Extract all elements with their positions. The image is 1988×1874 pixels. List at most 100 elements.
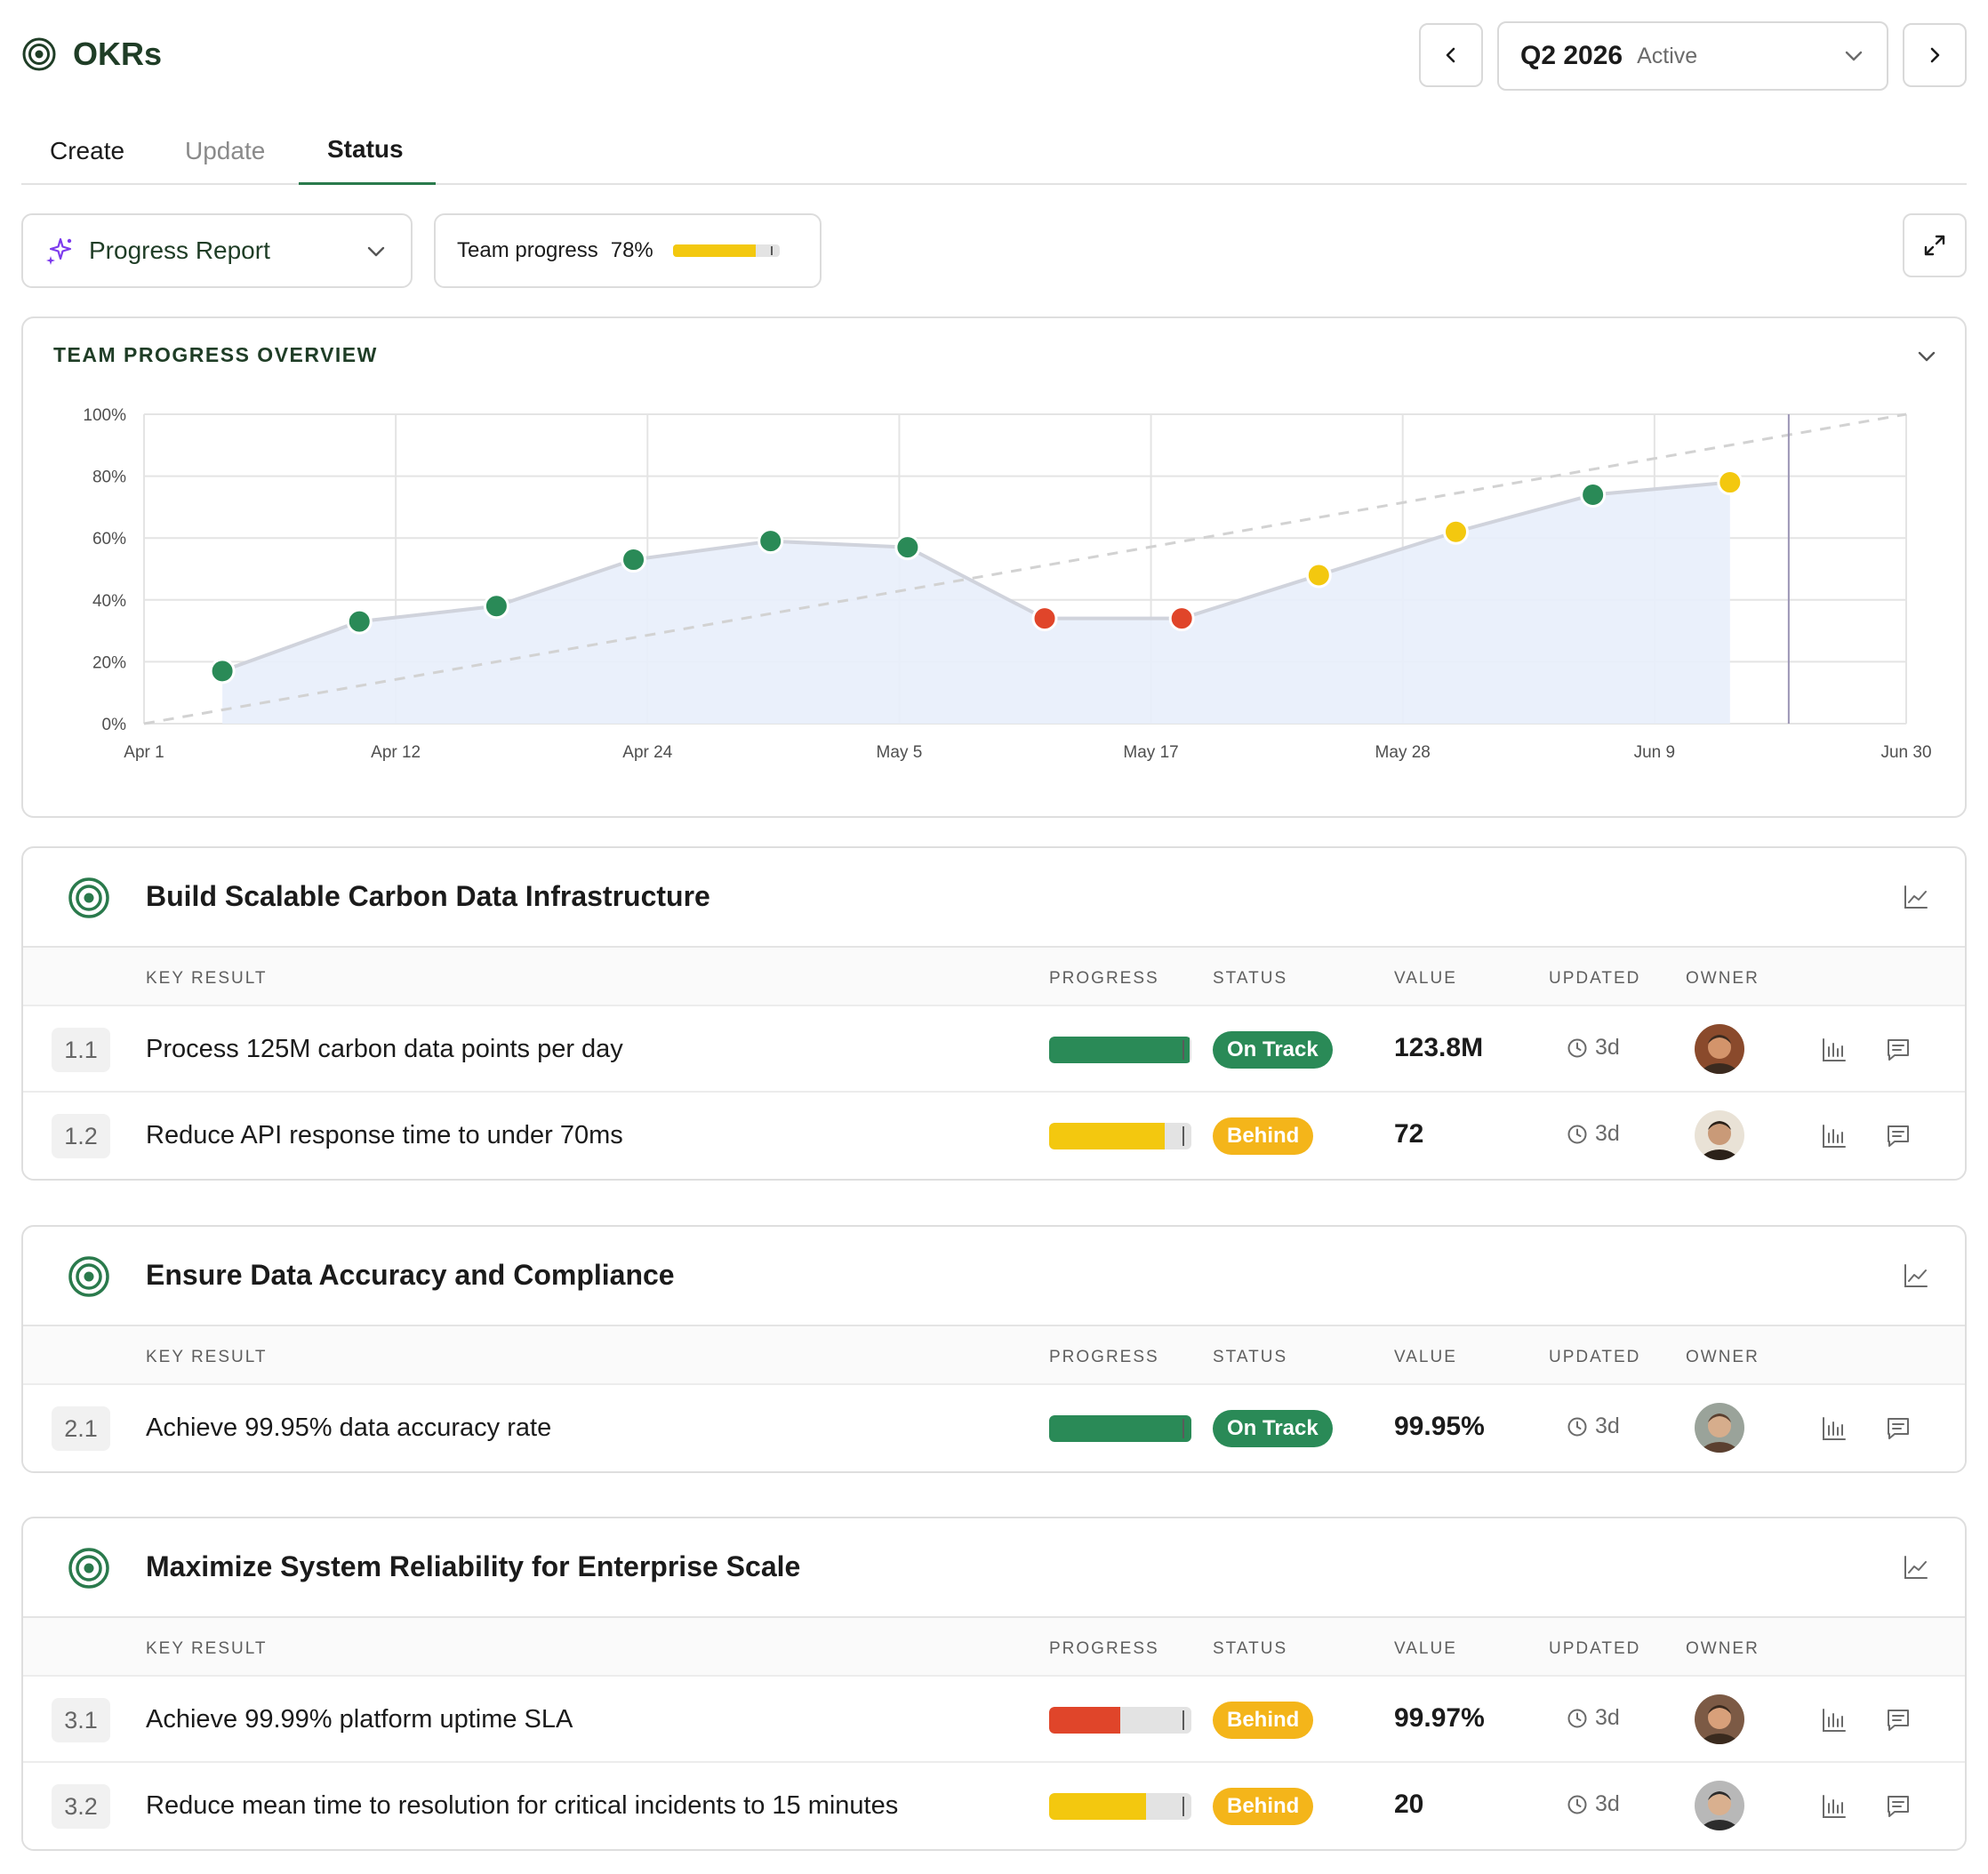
comment-icon[interactable]: [1885, 1415, 1912, 1442]
target-icon: [68, 1256, 109, 1297]
tab-create[interactable]: Create: [50, 137, 125, 164]
key-result-label[interactable]: Process 125M carbon data points per day: [146, 1035, 623, 1063]
key-result-label[interactable]: Reduce API response time to under 70ms: [146, 1121, 623, 1149]
team-progress-value: 78%: [610, 238, 653, 262]
key-result-label[interactable]: Reduce mean time to resolution for criti…: [146, 1791, 899, 1820]
owner-avatar[interactable]: [1695, 1694, 1744, 1744]
status-badge: Behind: [1213, 1702, 1314, 1739]
bar-chart-icon[interactable]: [1821, 1123, 1848, 1149]
owner-avatar[interactable]: [1695, 1403, 1744, 1453]
comment-icon[interactable]: [1885, 1123, 1912, 1149]
objective-title: Build Scalable Carbon Data Infrastructur…: [146, 880, 710, 912]
column-header-progress: PROGRESS: [1049, 1348, 1159, 1366]
owner-avatar[interactable]: [1695, 1110, 1744, 1160]
previous-period-button[interactable]: [1419, 23, 1483, 87]
report-type-select[interactable]: Progress Report: [21, 213, 413, 288]
line-chart-icon[interactable]: [1903, 884, 1929, 910]
next-period-button[interactable]: [1903, 23, 1967, 87]
period-select[interactable]: Q2 2026 Active: [1497, 21, 1888, 91]
target-icon: [22, 37, 56, 71]
expand-button[interactable]: [1903, 213, 1967, 277]
key-result-progress-fill: [1049, 1123, 1165, 1149]
chevron-right-icon: [1930, 47, 1940, 63]
column-header-key-result: KEY RESULT: [146, 1639, 268, 1658]
chevron-left-icon: [1446, 47, 1455, 63]
team-progress-overview-card: 0% 20% 40% 60% 80% 100% Apr 1 Apr 12 Apr 24 May 5…: [21, 316, 1967, 818]
column-header-updated: UPDATED: [1549, 1348, 1641, 1366]
key-result-progress-bar: [1049, 1707, 1191, 1734]
x-tick-label: May 5: [877, 743, 923, 762]
key-result-updated: 3d: [1567, 1414, 1620, 1439]
y-tick-label: 80%: [92, 468, 126, 487]
target-icon: [68, 1548, 109, 1589]
objective-card: Maximize System Reliability for Enterpri…: [21, 1517, 1967, 1851]
key-result-number: 3.2: [52, 1784, 110, 1829]
top-bar: OKRs Q2 2026 Active: [21, 21, 1967, 92]
column-header-key-result: KEY RESULT: [146, 969, 268, 988]
key-result-progress-fill: [1049, 1415, 1191, 1442]
key-result-row[interactable]: 3.1 Achieve 99.99% platform uptime SLA Beh…: [23, 1677, 1965, 1763]
objective-card: Build Scalable Carbon Data Infrastructur…: [21, 846, 1967, 1181]
bar-chart-icon[interactable]: [1821, 1415, 1848, 1442]
comment-icon[interactable]: [1885, 1793, 1912, 1820]
key-result-value: 20: [1394, 1790, 1424, 1819]
bar-chart-icon[interactable]: [1821, 1793, 1848, 1820]
x-tick-label: Apr 12: [371, 743, 421, 762]
key-result-value: 99.95%: [1394, 1412, 1485, 1441]
owner-avatar[interactable]: [1695, 1024, 1744, 1074]
key-result-label[interactable]: Achieve 99.95% data accuracy rate: [146, 1414, 552, 1442]
owner-avatar-image: [1695, 1694, 1744, 1744]
key-result-progress-bar: [1049, 1415, 1191, 1442]
x-tick-label: Apr 1: [124, 743, 164, 762]
progress-line: [221, 480, 1730, 673]
key-result-row[interactable]: 2.1 Achieve 99.95% data accuracy rate On T…: [23, 1385, 1965, 1471]
column-header-owner: OWNER: [1686, 1639, 1760, 1658]
bar-chart-icon[interactable]: [1821, 1037, 1848, 1063]
x-tick-label: Jun 30: [1880, 743, 1931, 762]
chart-title: TEAM PROGRESS OVERVIEW: [53, 343, 378, 366]
x-tick-label: May 17: [1123, 743, 1178, 762]
sparkles-icon: [46, 237, 72, 265]
clock-icon: [1567, 1417, 1587, 1436]
team-progress-target-tick: [770, 246, 773, 255]
clock-icon: [1567, 1709, 1587, 1727]
team-progress-bar-fill: [672, 244, 757, 257]
key-results-header: KEY RESULT PROGRESS STATUS VALUE UPDATED OWNE…: [23, 1326, 1965, 1385]
updated-age: 3d: [1595, 1791, 1620, 1816]
team-progress-chip: Team progress 78%: [434, 213, 822, 288]
clock-icon: [1567, 1038, 1587, 1057]
report-type-label: Progress Report: [89, 236, 270, 264]
bar-chart-icon[interactable]: [1821, 1707, 1848, 1734]
objective-header: Build Scalable Carbon Data Infrastructur…: [23, 848, 1965, 948]
key-result-row[interactable]: 3.2 Reduce mean time to resolution for cr…: [23, 1763, 1965, 1849]
line-chart-icon[interactable]: [1903, 1554, 1929, 1581]
key-result-target-tick: [1182, 1419, 1184, 1438]
owner-avatar-image: [1695, 1781, 1744, 1830]
comment-icon[interactable]: [1885, 1707, 1912, 1734]
key-result-label[interactable]: Achieve 99.99% platform uptime SLA: [146, 1705, 573, 1734]
y-tick-label: 100%: [83, 406, 126, 425]
tab-update[interactable]: Update: [185, 137, 266, 164]
expected-progress-line: [143, 412, 1907, 725]
key-result-number: 2.1: [52, 1406, 110, 1451]
key-result-row[interactable]: 1.2 Reduce API response time to under 70m…: [23, 1093, 1965, 1179]
chevron-down-icon[interactable]: [1915, 345, 1938, 368]
clock-icon: [1567, 1125, 1587, 1143]
updated-age: 3d: [1595, 1121, 1620, 1146]
tab-bar: Create Update Status: [21, 124, 1967, 185]
column-header-updated: UPDATED: [1549, 1639, 1641, 1658]
owner-avatar[interactable]: [1695, 1781, 1744, 1830]
key-result-row[interactable]: 1.1 Process 125M carbon data points per d…: [23, 1006, 1965, 1093]
line-chart-icon[interactable]: [1903, 1262, 1929, 1289]
column-header-status: STATUS: [1213, 969, 1288, 988]
owner-avatar-image: [1695, 1024, 1744, 1074]
key-result-progress-fill: [1049, 1793, 1146, 1820]
key-result-progress-bar: [1049, 1123, 1191, 1149]
comment-icon[interactable]: [1885, 1037, 1912, 1063]
key-result-number: 1.2: [52, 1114, 110, 1158]
chevron-down-icon: [367, 246, 385, 257]
key-result-target-tick: [1182, 1797, 1184, 1816]
key-result-updated: 3d: [1567, 1035, 1620, 1061]
key-result-progress-bar: [1049, 1793, 1191, 1820]
tab-status[interactable]: Status: [327, 135, 404, 163]
